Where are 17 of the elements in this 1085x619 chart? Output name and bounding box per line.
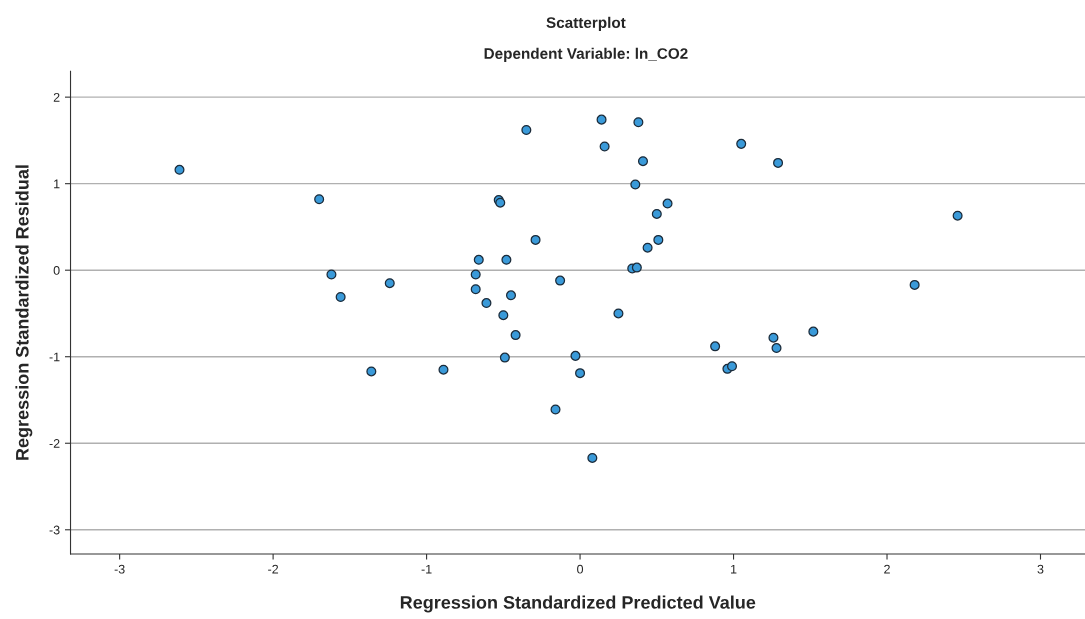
y-tick-label: 2	[53, 92, 60, 102]
y-tick-label: 1	[54, 179, 60, 189]
x-tick-label: -2	[268, 564, 279, 574]
y-tick-label: -1	[49, 352, 60, 362]
x-tick-label: 3	[1037, 564, 1044, 574]
chart-subtitle: Dependent Variable: ln_CO2	[484, 47, 688, 62]
y-tick-label: -3	[49, 525, 60, 535]
y-axis-title: Regression Standardized Residual	[15, 165, 33, 460]
y-tick-label: -2	[49, 439, 60, 448]
x-axis-title: Regression Standardized Predicted Value	[400, 595, 756, 613]
x-tick-label: -3	[114, 564, 125, 574]
y-tick-label: 0	[53, 266, 60, 275]
chart-title: Scatterplot	[546, 16, 626, 32]
x-tick-label: -1	[421, 564, 432, 574]
x-tick-label: 2	[884, 564, 890, 574]
x-tick-label: 1	[731, 564, 737, 574]
x-tick-label: 0	[577, 564, 584, 574]
